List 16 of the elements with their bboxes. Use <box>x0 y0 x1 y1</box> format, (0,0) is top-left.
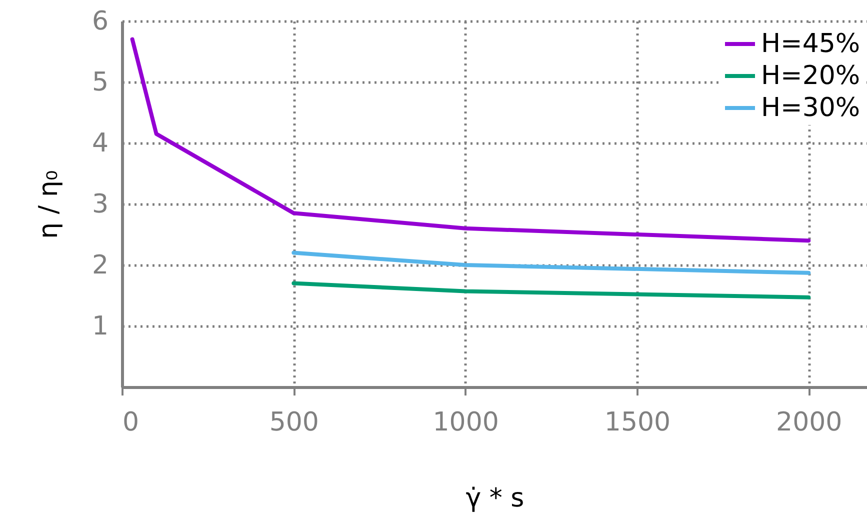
y-tick-label: 2 <box>92 250 108 280</box>
legend-label: H=45% <box>761 29 860 59</box>
x-tick-label: 1500 <box>604 408 671 438</box>
y-tick-label: 3 <box>92 190 108 220</box>
y-tick-label: 5 <box>92 68 108 98</box>
x-axis-title: γ̇ * s <box>466 484 524 514</box>
x-tick-label: 0 <box>122 408 140 438</box>
x-tick-label: 2000 <box>776 408 842 438</box>
y-tick-label: 1 <box>92 312 108 342</box>
y-tick-label: 6 <box>92 6 108 36</box>
legend-label: H=30% <box>761 93 860 123</box>
x-tick-label: 500 <box>269 408 319 438</box>
legend-label: H=20% <box>761 61 860 91</box>
y-axis-title: η / η₀ <box>34 170 64 239</box>
y-tick-label: 4 <box>92 128 108 158</box>
x-tick-label: 1000 <box>432 408 499 438</box>
